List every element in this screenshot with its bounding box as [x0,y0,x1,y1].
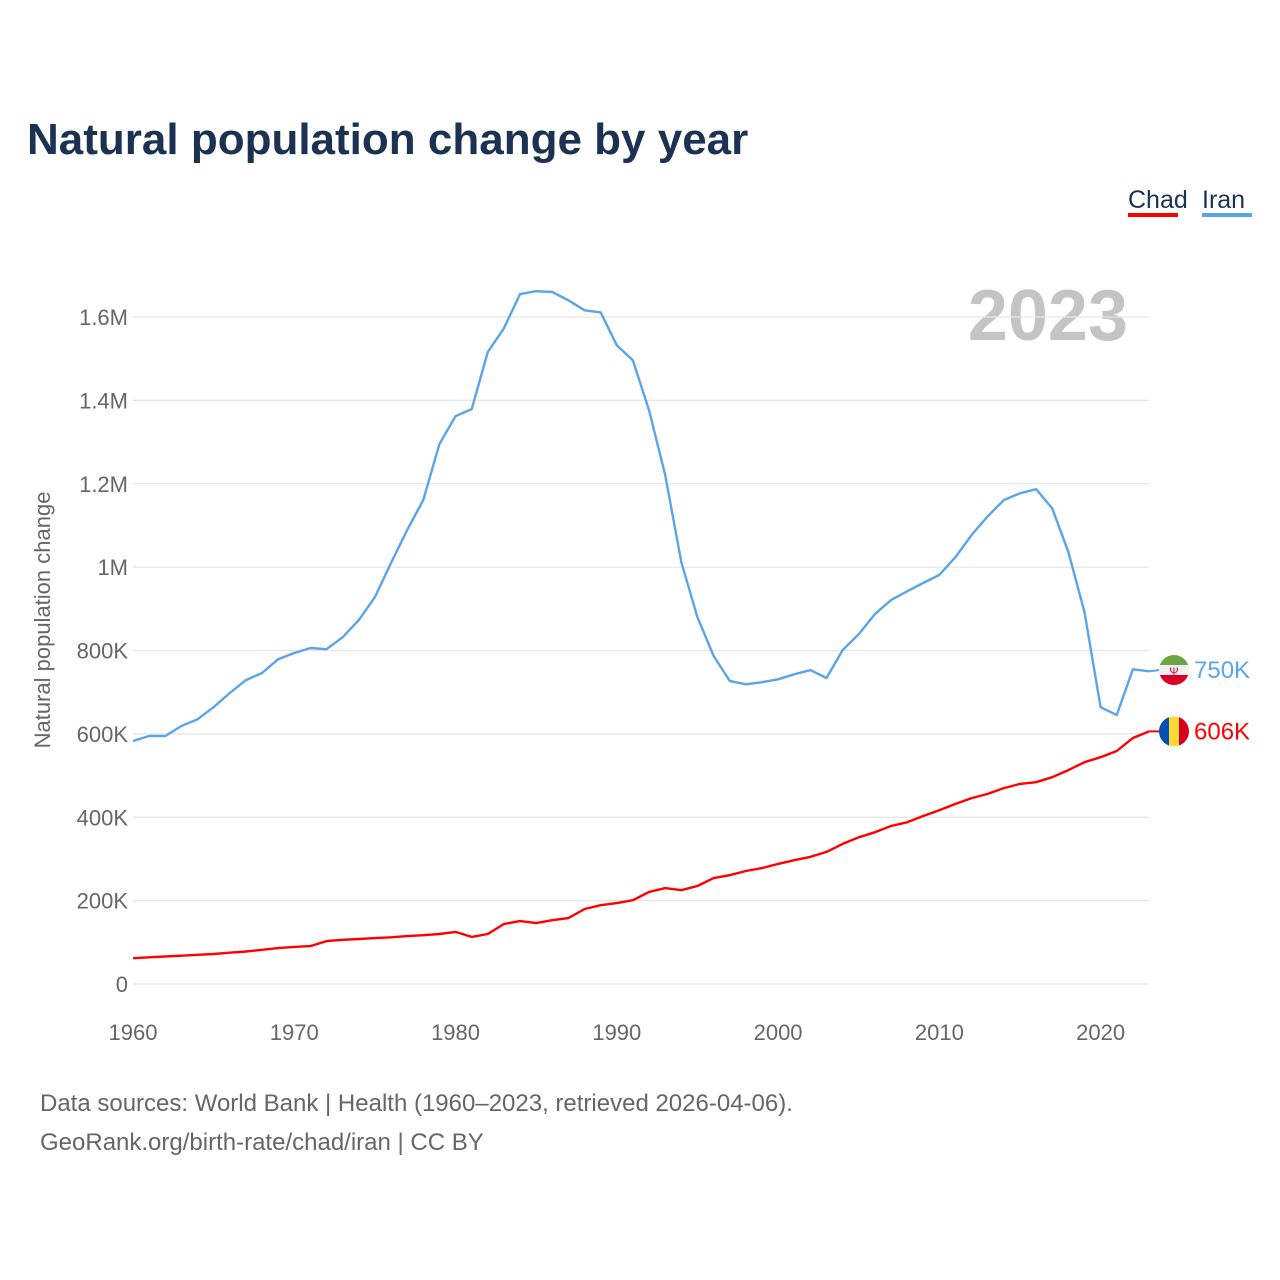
gridlines [133,316,1149,985]
footer-link[interactable]: GeoRank.org/birth-rate/chad/iran | CC BY [40,1129,484,1156]
y-axis: 0 200K 400K 600K 800K 1M 1.2M 1.4M 1.6M [77,305,129,997]
y-axis-label: Natural population change [30,492,55,749]
y-tick-label: 1.4M [79,388,128,413]
legend-swatch [1128,213,1178,217]
legend-swatch [1202,213,1252,217]
series-line-iran [132,290,1150,743]
iran-flag-icon: Ψ [1159,655,1189,685]
end-labels: 606K Ψ 750K [1148,655,1250,747]
y-tick-label: 200K [77,889,129,914]
legend-item-chad[interactable]: Chad [1128,186,1188,214]
x-tick-label: 1980 [431,1020,480,1045]
footer-source: Data sources: World Bank | Health (1960–… [40,1090,793,1117]
y-tick-label: 600K [77,722,129,747]
y-tick-label: 0 [116,972,128,997]
end-connector [1148,669,1161,673]
y-tick-label: 1.6M [79,305,128,330]
x-tick-label: 1960 [109,1020,158,1045]
chart-title: Natural population change by year [27,115,748,164]
x-tick-label: 2010 [915,1020,964,1045]
legend: Iran Chad [1128,186,1252,217]
y-tick-label: 400K [77,805,129,830]
y-tick-label: 1.2M [79,472,128,497]
series-lines [132,290,1150,960]
x-tick-label: 2020 [1076,1020,1125,1045]
x-tick-label: 2000 [754,1020,803,1045]
x-tick-label: 1990 [592,1020,641,1045]
y-tick-label: 1M [97,555,128,580]
legend-item-iran[interactable]: Iran [1202,186,1245,214]
end-value-label-chad: 606K [1194,718,1250,745]
x-tick-label: 1970 [270,1020,319,1045]
year-watermark: 2023 [968,276,1128,356]
chad-flag-icon [1159,716,1189,747]
end-value-label-iran: 750K [1194,657,1250,684]
series-line-chad [132,730,1150,960]
y-tick-label: 800K [77,639,129,664]
svg-text:Ψ: Ψ [1169,666,1178,678]
x-axis: 1960 1970 1980 1990 2000 2010 2020 [109,1020,1126,1045]
